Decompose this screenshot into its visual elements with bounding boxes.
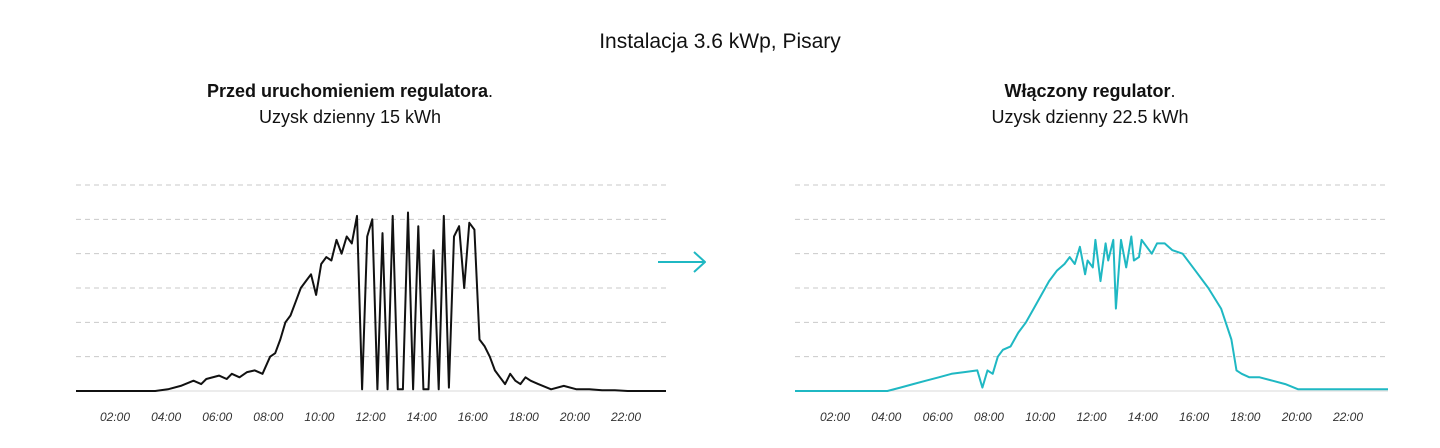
right-panel-subtitle: Uzysk dzienny 22.5 kWh bbox=[991, 107, 1189, 127]
left-series-line-0 bbox=[76, 211, 666, 392]
arrow-head-icon bbox=[693, 251, 706, 273]
right-x-tick-label: 02:00 bbox=[820, 410, 850, 424]
right-x-tick-label: 04:00 bbox=[871, 410, 901, 424]
left-panel-subtitle: Uzysk dzienny 15 kWh bbox=[258, 107, 442, 127]
left-x-tick-label: 04:00 bbox=[151, 410, 181, 424]
left-x-tick-label: 18:00 bbox=[509, 410, 539, 424]
left-panel-heading: Przed uruchomieniem regulatora. Uzysk dz… bbox=[0, 78, 700, 130]
page-title: Instalacja 3.6 kWp, Pisary bbox=[599, 30, 841, 53]
left-heading-bold: Przed uruchomieniem regulatora bbox=[206, 81, 489, 101]
left-x-tick-label: 16:00 bbox=[458, 410, 488, 424]
right-x-tick-label: 08:00 bbox=[974, 410, 1004, 424]
left-x-tick-label: 22:00 bbox=[610, 410, 641, 424]
right-x-tick-label: 06:00 bbox=[923, 410, 953, 424]
left-x-tick-label: 10:00 bbox=[304, 410, 334, 424]
left-x-tick-label: 08:00 bbox=[253, 410, 283, 424]
right-heading-bold: Włączony regulator bbox=[1004, 81, 1171, 101]
left-x-tick-label: 06:00 bbox=[202, 410, 232, 424]
right-x-tick-label: 12:00 bbox=[1077, 410, 1107, 424]
left-x-tick-label: 02:00 bbox=[100, 410, 130, 424]
right-heading-suffix: . bbox=[1170, 81, 1176, 101]
right-x-tick-label: 18:00 bbox=[1230, 410, 1260, 424]
left-x-tick-label: 14:00 bbox=[407, 410, 437, 424]
right-x-tick-label: 16:00 bbox=[1179, 410, 1209, 424]
right-x-tick-label: 14:00 bbox=[1128, 410, 1158, 424]
right-x-tick-label: 10:00 bbox=[1025, 410, 1055, 424]
right-x-tick-label: 20:00 bbox=[1281, 410, 1312, 424]
right-series-line-0 bbox=[795, 235, 1388, 392]
left-heading-suffix: . bbox=[488, 81, 494, 101]
left-x-tick-label: 12:00 bbox=[356, 410, 386, 424]
left-x-tick-label: 20:00 bbox=[559, 410, 590, 424]
right-x-tick-label: 22:00 bbox=[1332, 410, 1363, 424]
right-panel-heading: Włączony regulator. Uzysk dzienny 22.5 k… bbox=[740, 78, 1440, 130]
